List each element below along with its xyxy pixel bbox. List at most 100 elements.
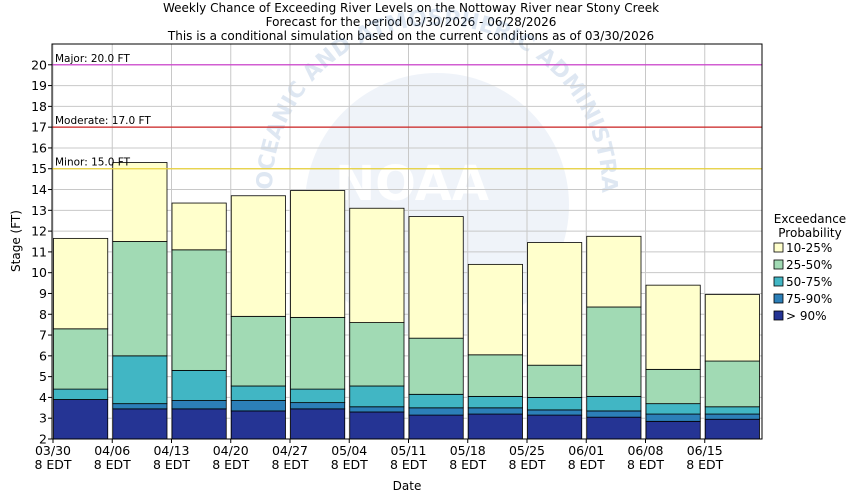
y-tick-label: 12 xyxy=(31,224,47,239)
y-axis: 2 3 4 5 6 7 8 9 10 11 12 13 14 15 16 17 18 19 20 xyxy=(31,57,52,447)
x-tick-date: 06/15 xyxy=(687,443,723,458)
y-tick-label: 3 xyxy=(39,411,47,426)
x-tick-date: 04/20 xyxy=(213,443,249,458)
week-bar xyxy=(230,195,286,440)
x-tick-time: 8 EDT xyxy=(686,457,723,472)
x-tick-time: 8 EDT xyxy=(331,457,368,472)
legend-label: 10-25% xyxy=(786,241,832,255)
bar-segment xyxy=(112,403,168,410)
bar-segment xyxy=(408,414,464,440)
y-tick-label: 18 xyxy=(31,99,47,114)
bar-segment xyxy=(349,385,405,408)
bar-segment xyxy=(53,237,109,330)
legend-title-line-1: Exceedance xyxy=(774,212,846,226)
bar-segment xyxy=(704,418,760,440)
bar-segment xyxy=(408,216,464,339)
bar-segment xyxy=(645,413,701,422)
bar-segment xyxy=(645,368,701,405)
x-tick-date: 03/30 xyxy=(35,443,71,458)
bar-segment xyxy=(53,388,109,400)
bar-segment xyxy=(586,235,642,308)
bar-segment xyxy=(349,411,405,440)
y-axis-label: Stage (FT) xyxy=(9,210,23,272)
bar-segment xyxy=(112,355,168,405)
bar-segment xyxy=(290,408,346,440)
bar-segment xyxy=(704,360,760,408)
chart-title-line-1: Weekly Chance of Exceeding River Levels … xyxy=(163,1,659,15)
y-tick-label: 11 xyxy=(31,244,47,259)
y-tick-label: 10 xyxy=(31,265,47,280)
bar-segment xyxy=(112,408,168,440)
y-tick-label: 4 xyxy=(39,390,47,405)
bar-segment xyxy=(171,202,227,251)
bars-layer xyxy=(53,162,760,440)
y-tick-label: 9 xyxy=(39,286,47,301)
bar-segment xyxy=(349,406,405,413)
bar-segment xyxy=(408,393,464,409)
bar-segment xyxy=(230,315,286,387)
bar-segment xyxy=(171,400,227,410)
bar-segment xyxy=(467,407,523,415)
bar-segment xyxy=(704,406,760,415)
x-tick-time: 8 EDT xyxy=(568,457,605,472)
y-tick-label: 15 xyxy=(31,161,47,176)
x-tick-time: 8 EDT xyxy=(34,457,71,472)
bar-segment xyxy=(230,410,286,440)
week-bar xyxy=(586,235,642,440)
bar-segment xyxy=(230,385,286,401)
legend-swatch xyxy=(773,242,784,253)
y-tick-label: 6 xyxy=(39,348,47,363)
week-bar xyxy=(112,162,168,440)
week-bar xyxy=(53,237,109,440)
week-bar xyxy=(645,284,701,440)
flood-level-lines: Major: 20.0 FT Moderate: 17.0 FT Minor: 15… xyxy=(52,53,762,170)
bar-segment xyxy=(467,263,523,356)
bar-segment xyxy=(171,408,227,440)
legend-label: > 90% xyxy=(786,309,827,323)
x-tick-time: 8 EDT xyxy=(449,457,486,472)
chart-title-line-2: Forecast for the period 03/30/2026 - 06/… xyxy=(266,15,557,29)
bar-segment xyxy=(290,316,346,390)
bar-segment xyxy=(408,407,464,416)
legend-label: 25-50% xyxy=(786,258,832,272)
bar-segment xyxy=(586,306,642,397)
bar-segment xyxy=(467,413,523,440)
y-tick-label: 17 xyxy=(31,120,47,135)
x-tick-time: 8 EDT xyxy=(627,457,664,472)
x-tick-date: 04/13 xyxy=(153,443,189,458)
bar-segment xyxy=(527,409,583,416)
x-tick-date: 05/11 xyxy=(390,443,426,458)
week-bar xyxy=(408,216,464,440)
bar-segment xyxy=(704,413,760,420)
bar-segment xyxy=(53,328,109,390)
flood-label: Major: 20.0 FT xyxy=(55,53,130,65)
bar-segment xyxy=(112,162,168,242)
week-bar xyxy=(290,190,346,440)
legend-swatch xyxy=(773,293,784,304)
bar-segment xyxy=(290,388,346,404)
bar-segment xyxy=(112,241,168,357)
bar-segment xyxy=(586,410,642,418)
x-tick-date: 06/08 xyxy=(627,443,663,458)
bar-segment xyxy=(408,337,464,395)
legend: Exceedance Probability 10-25% 25-50% 50-75… xyxy=(773,212,846,323)
legend-title-line-2: Probability xyxy=(778,226,841,240)
x-tick-date: 05/18 xyxy=(450,443,486,458)
legend-swatch xyxy=(773,310,784,321)
week-bar xyxy=(527,242,583,440)
x-tick-time: 8 EDT xyxy=(508,457,545,472)
bar-segment xyxy=(290,190,346,318)
bar-segment xyxy=(53,399,109,440)
x-tick-time: 8 EDT xyxy=(212,457,249,472)
bar-segment xyxy=(230,195,286,317)
week-bar xyxy=(467,263,523,440)
y-tick-label: 5 xyxy=(39,369,47,384)
x-tick-date: 04/27 xyxy=(272,443,308,458)
x-tick-time: 8 EDT xyxy=(153,457,190,472)
legend-swatch xyxy=(773,259,784,270)
week-bar xyxy=(171,202,227,440)
y-tick-label: 19 xyxy=(31,78,47,93)
bar-segment xyxy=(467,395,523,409)
legend-label: 50-75% xyxy=(786,275,832,289)
